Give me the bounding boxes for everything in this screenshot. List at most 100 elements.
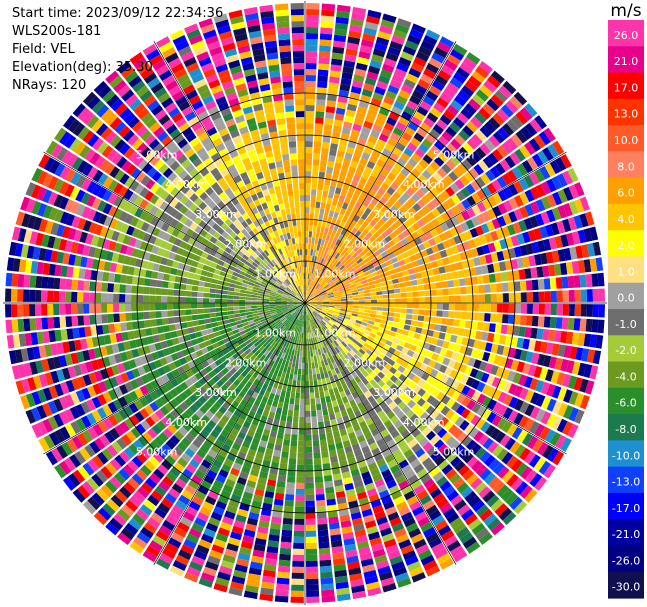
range-gate-cell — [309, 279, 313, 286]
range-gate-cell — [336, 10, 350, 19]
range-gate-cell — [448, 311, 455, 319]
range-gate-cell — [209, 293, 216, 298]
range-gate-cell — [346, 217, 353, 225]
range-gate-cell — [173, 296, 180, 303]
range-gate-cell — [549, 277, 557, 290]
range-gate-cell — [299, 356, 302, 363]
range-gate-cell — [364, 296, 371, 300]
range-gate-cell — [318, 177, 325, 185]
range-gate-cell — [275, 388, 282, 396]
range-gate-cell — [155, 303, 162, 311]
range-gate-cell — [354, 188, 362, 196]
range-gate-cell — [466, 155, 477, 167]
range-gate-cell — [461, 508, 475, 521]
range-gate-cell — [417, 284, 425, 291]
range-gate-cell — [372, 261, 380, 268]
range-gate-cell — [379, 25, 393, 35]
range-gate-cell — [351, 338, 359, 345]
range-gate-cell — [287, 470, 296, 477]
range-gate-cell — [367, 320, 375, 325]
range-gate-cell — [444, 264, 452, 273]
range-gate-cell — [398, 116, 410, 126]
range-gate-cell — [310, 195, 316, 202]
range-gate-cell — [512, 372, 522, 384]
range-gate-cell — [125, 303, 132, 312]
range-gate-cell — [390, 273, 398, 280]
range-gate-cell — [326, 331, 332, 337]
range-gate-cell — [310, 350, 314, 357]
range-gate-cell — [513, 246, 522, 258]
range-gate-cell — [286, 482, 295, 489]
range-gate-cell — [251, 294, 258, 298]
range-gate-cell — [275, 438, 283, 446]
range-gate-cell — [436, 259, 444, 267]
range-gate-cell — [298, 440, 305, 447]
range-gate-cell — [527, 435, 539, 450]
range-gate-cell — [398, 352, 407, 360]
range-gate-cell — [482, 274, 490, 284]
range-gate-cell — [339, 343, 345, 350]
range-gate-cell — [407, 207, 417, 216]
range-gate-cell — [449, 121, 461, 133]
range-gate-cell — [436, 242, 445, 251]
range-gate-cell — [348, 97, 359, 106]
range-gate-cell — [527, 229, 537, 242]
range-gate-cell — [340, 324, 347, 329]
range-gate-cell — [305, 452, 313, 459]
range-gate-cell — [313, 380, 318, 387]
range-gate-cell — [475, 176, 486, 188]
range-gate-cell — [59, 291, 66, 302]
range-gate-cell — [431, 245, 440, 253]
range-gate-cell — [390, 415, 399, 424]
range-gate-cell — [471, 204, 482, 216]
range-gate-cell — [305, 105, 315, 112]
range-gate-cell — [335, 107, 346, 115]
range-gate-cell — [29, 318, 37, 331]
range-gate-cell — [299, 404, 305, 411]
range-gate-cell — [422, 441, 433, 452]
range-gate-cell — [424, 309, 431, 316]
range-gate-cell — [323, 475, 333, 482]
range-gate-cell — [512, 325, 520, 336]
range-gate-cell — [425, 532, 440, 544]
range-gate-cell — [426, 149, 437, 160]
range-gate-cell — [454, 179, 465, 190]
range-gate-cell — [353, 74, 365, 83]
range-gate-cell — [348, 30, 362, 39]
range-gate-cell — [498, 334, 507, 345]
range-gate-cell — [358, 260, 366, 267]
range-gate-cell — [296, 476, 305, 483]
range-gate-cell — [363, 83, 375, 92]
range-gate-cell — [337, 233, 344, 241]
range-gate-cell — [414, 511, 428, 522]
range-gate-cell — [239, 312, 247, 317]
range-gate-cell — [543, 127, 556, 142]
range-gate-cell — [466, 138, 479, 150]
range-gate-cell — [276, 577, 290, 585]
range-gate-cell — [311, 362, 316, 369]
range-gate-cell — [320, 397, 326, 404]
range-gate-cell — [533, 227, 543, 240]
range-gate-cell — [446, 208, 456, 219]
range-gate-cell — [496, 448, 509, 461]
range-gate-cell — [428, 359, 437, 368]
range-gate-cell — [510, 235, 520, 247]
range-gate-cell — [306, 15, 319, 22]
range-gate-cell — [359, 177, 368, 186]
range-gate-cell — [65, 278, 73, 290]
range-gate-cell — [391, 490, 403, 500]
range-gate-cell — [542, 445, 554, 459]
range-gate-cell — [475, 504, 489, 517]
range-gate-cell — [377, 327, 385, 333]
range-gate-cell — [347, 373, 354, 381]
range-gate-cell — [324, 316, 331, 321]
range-gate-cell — [445, 126, 457, 138]
range-gate-cell — [569, 246, 578, 260]
range-gate-cell — [316, 87, 327, 95]
range-gate-cell — [506, 455, 518, 469]
range-gate-cell — [272, 455, 280, 463]
range-gate-cell — [418, 143, 429, 154]
range-gate-cell — [434, 547, 448, 560]
range-gate-cell — [472, 285, 479, 294]
range-gate-cell — [316, 373, 321, 380]
